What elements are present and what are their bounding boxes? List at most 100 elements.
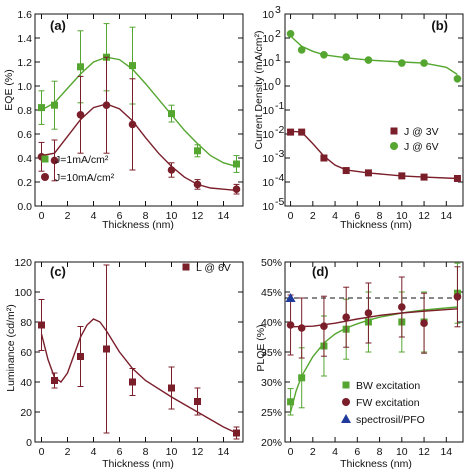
y-tick-label: 80: [20, 317, 32, 329]
y-tick-label: 120: [14, 257, 32, 269]
legend-marker: [341, 414, 351, 423]
data-point: [168, 110, 175, 118]
y-tick-label: 10: [262, 105, 274, 117]
panel-a-ylabel: EQE (%): [3, 69, 15, 110]
x-tick-label: 10: [166, 446, 178, 458]
legend-marker: [41, 173, 49, 181]
x-tick-label: 10: [396, 446, 408, 458]
x-tick-label: 8: [143, 446, 149, 458]
data-point: [232, 185, 241, 193]
y-tick-label: 0.4: [17, 153, 32, 165]
x-tick-label: 8: [143, 210, 149, 222]
y-tick-label: 0.8: [17, 105, 32, 117]
y-tick-label: 1.2: [17, 57, 32, 69]
y-tick-label: 40: [20, 377, 32, 389]
data-point: [103, 345, 110, 353]
data-point: [51, 101, 58, 109]
panel-d-letter: (d): [312, 264, 329, 279]
data-point: [285, 293, 296, 302]
y-tick-exponent: 1: [275, 52, 281, 64]
data-point: [398, 59, 406, 67]
y-tick-label: 10: [262, 153, 274, 165]
y-tick-label: 20: [20, 407, 32, 419]
legend-marker: [390, 142, 398, 150]
data-point: [77, 63, 84, 71]
data-point: [129, 62, 136, 70]
data-point: [420, 319, 428, 328]
data-point: [102, 101, 111, 109]
data-point: [364, 309, 373, 317]
fit-line: [41, 103, 237, 192]
x-tick-label: 0: [288, 210, 294, 222]
data-point: [287, 398, 295, 406]
data-point: [320, 322, 328, 331]
data-point: [129, 378, 136, 386]
plot-frame: [34, 261, 244, 443]
data-point: [398, 303, 406, 311]
y-tick-label: 100: [14, 287, 32, 299]
y-tick-exponent: -2: [275, 124, 284, 136]
x-tick-label: 2: [310, 446, 316, 458]
y-tick-label: 10: [262, 33, 274, 45]
data-point: [233, 160, 240, 168]
panel-c: Luminance (cd/m²) Thickness (nm) (c) 0 2 4…: [5, 257, 244, 470]
fit-line: [40, 318, 237, 434]
data-point: [453, 174, 461, 182]
data-point: [38, 321, 45, 329]
data-point: [286, 321, 295, 329]
legend-marker: [182, 263, 190, 271]
panel-d-ylabel: PLQE (%): [255, 324, 267, 371]
data-point: [286, 29, 295, 38]
legend-marker: [342, 381, 350, 389]
x-tick-label: 0: [288, 446, 294, 458]
y-tick-label: 1.0: [17, 81, 32, 93]
x-tick-label: 12: [418, 446, 430, 458]
legend-label: J @ 3V: [404, 126, 439, 138]
y-tick-label: 50%: [261, 257, 282, 269]
x-tick-label: 12: [192, 210, 204, 222]
panel-c-letter: (c): [50, 264, 66, 279]
x-tick-label: 10: [396, 210, 408, 222]
x-tick-label: 14: [218, 210, 230, 222]
data-point: [453, 293, 462, 301]
panel-b-ylabel-text: Current Density (mA/cm²): [253, 30, 265, 149]
legend-marker: [41, 155, 49, 163]
x-tick-label: 8: [377, 446, 383, 458]
data-point: [298, 128, 306, 136]
legend-label: L @ 6V: [196, 262, 231, 274]
fit-line: [41, 56, 237, 168]
x-tick-label: 2: [65, 446, 71, 458]
panel-d-xlabel: Thickness (nm): [340, 458, 412, 470]
panel-c-ylabel: Luminance (cd/m²): [5, 304, 17, 392]
y-tick-exponent: 0: [275, 76, 281, 88]
x-tick-label: 8: [377, 210, 383, 222]
panel-a-xlabel: Thickness (nm): [102, 219, 174, 231]
data-point: [193, 180, 202, 189]
x-tick-label: 6: [117, 446, 123, 458]
y-tick-exponent: 3: [275, 4, 281, 16]
y-tick-label: 10: [262, 81, 274, 93]
y-tick-label: 0: [26, 437, 32, 449]
fit-line: [290, 308, 458, 328]
data-point: [420, 59, 428, 67]
x-tick-label: 2: [65, 210, 71, 222]
y-tick-exponent: -1: [275, 100, 284, 112]
panel-b: Current Density (mA/cm²) Thickness (nm) …: [253, 4, 464, 231]
x-tick-label: 2: [310, 210, 316, 222]
x-tick-label: 4: [332, 210, 338, 222]
data-point: [287, 128, 295, 136]
legend-label: spectrosil/PFO: [356, 414, 425, 426]
data-point: [194, 398, 201, 405]
y-tick-label: 35%: [261, 347, 282, 359]
data-point: [342, 313, 350, 322]
y-tick-label: 10: [262, 129, 274, 141]
data-point: [51, 377, 58, 384]
y-tick-label: 40%: [261, 317, 282, 329]
y-tick-label: 20%: [261, 437, 282, 449]
y-tick-label: 30%: [261, 377, 282, 389]
y-tick-label: 45%: [261, 287, 282, 299]
x-tick-label: 14: [218, 446, 230, 458]
legend-label: BW excitation: [356, 380, 420, 392]
y-tick-label: 1.4: [17, 33, 32, 45]
